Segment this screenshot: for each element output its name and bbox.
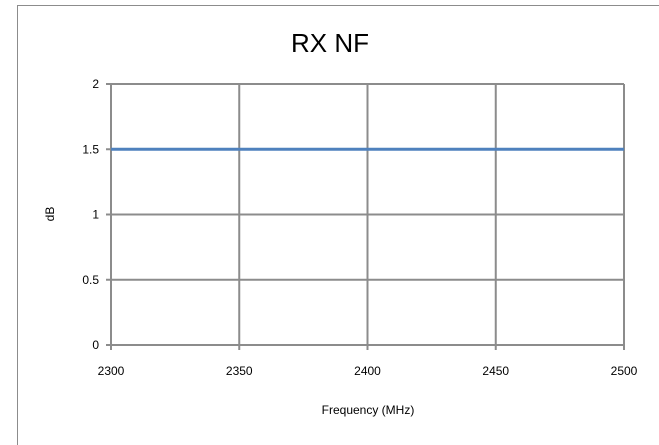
y-tick-label: 0: [92, 338, 99, 352]
x-axis-label: Frequency (MHz): [322, 403, 415, 417]
y-tick-label: 1.5: [82, 142, 99, 156]
y-tick-labels: 0 0.5 1 1.5 2: [82, 77, 99, 352]
x-tick-label: 2350: [226, 364, 253, 378]
y-tick-label: 2: [92, 77, 99, 91]
x-tick-label: 2400: [354, 364, 381, 378]
x-tick-label: 2500: [611, 364, 638, 378]
x-tick-labels: 2300 2350 2400 2450 2500: [98, 364, 638, 378]
y-tick-label: 1: [92, 208, 99, 222]
x-tick-label: 2300: [98, 364, 125, 378]
grid-lines: [110, 83, 625, 345]
axes: [106, 83, 625, 350]
y-axis-label: dB: [43, 207, 57, 222]
chart-title: RX NF: [291, 28, 369, 58]
chart-frame: [17, 5, 659, 445]
x-tick-label: 2450: [482, 364, 509, 378]
y-tick-label: 0.5: [82, 273, 99, 287]
